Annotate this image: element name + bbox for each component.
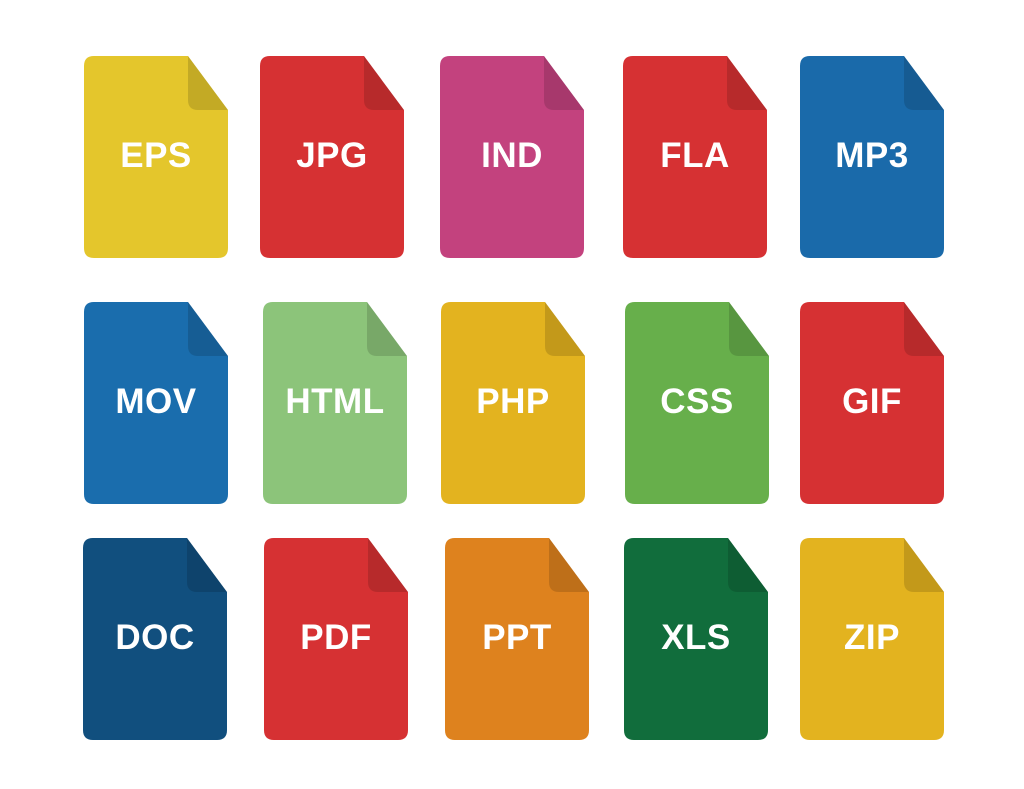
file-type-label: JPG: [296, 136, 368, 175]
folded-corner: [367, 302, 407, 356]
document-icon: [624, 538, 768, 740]
file-icon-pdf: PDF: [264, 538, 408, 740]
file-type-label: MOV: [115, 382, 197, 421]
folded-corner: [188, 302, 228, 356]
folded-corner: [544, 56, 584, 110]
document-icon: [264, 538, 408, 740]
folded-corner: [364, 56, 404, 110]
file-type-label: MP3: [835, 136, 909, 175]
folded-corner: [549, 538, 589, 592]
folded-corner: [187, 538, 227, 592]
document-icon: [625, 302, 769, 504]
file-icon-ppt: PPT: [445, 538, 589, 740]
folded-corner: [728, 538, 768, 592]
document-icon: [800, 302, 944, 504]
folded-corner: [727, 56, 767, 110]
folded-corner: [368, 538, 408, 592]
file-type-label: XLS: [661, 618, 731, 657]
file-icon-css: CSS: [625, 302, 769, 504]
file-icon-fla: FLA: [623, 56, 767, 258]
folded-corner: [729, 302, 769, 356]
document-icon: [800, 538, 944, 740]
file-icon-doc: DOC: [83, 538, 227, 740]
file-type-label: DOC: [115, 618, 195, 657]
document-icon: [623, 56, 767, 258]
file-type-label: HTML: [285, 382, 385, 421]
file-icon-php: PHP: [441, 302, 585, 504]
file-icon-eps: EPS: [84, 56, 228, 258]
file-type-label: ZIP: [844, 618, 900, 657]
file-type-label: FLA: [660, 136, 730, 175]
folded-corner: [904, 302, 944, 356]
file-type-label: EPS: [120, 136, 192, 175]
file-type-label: GIF: [842, 382, 902, 421]
document-icon: [445, 538, 589, 740]
file-icon-mp3: MP3: [800, 56, 944, 258]
file-icon-jpg: JPG: [260, 56, 404, 258]
folded-corner: [545, 302, 585, 356]
document-icon: [800, 56, 944, 258]
file-icon-html: HTML: [263, 302, 407, 504]
file-type-label: PPT: [482, 618, 552, 657]
file-icon-zip: ZIP: [800, 538, 944, 740]
document-icon: [260, 56, 404, 258]
file-icon-xls: XLS: [624, 538, 768, 740]
file-icon-gif: GIF: [800, 302, 944, 504]
document-icon: [441, 302, 585, 504]
folded-corner: [904, 56, 944, 110]
document-icon: [84, 56, 228, 258]
file-type-label: PDF: [300, 618, 372, 657]
file-type-label: PHP: [476, 382, 550, 421]
file-icon-ind: IND: [440, 56, 584, 258]
file-type-label: CSS: [660, 382, 734, 421]
document-icon: [440, 56, 584, 258]
document-icon: [263, 302, 407, 504]
file-icon-mov: MOV: [84, 302, 228, 504]
document-icon: [84, 302, 228, 504]
document-icon: [83, 538, 227, 740]
folded-corner: [904, 538, 944, 592]
file-type-label: IND: [481, 136, 543, 175]
folded-corner: [188, 56, 228, 110]
